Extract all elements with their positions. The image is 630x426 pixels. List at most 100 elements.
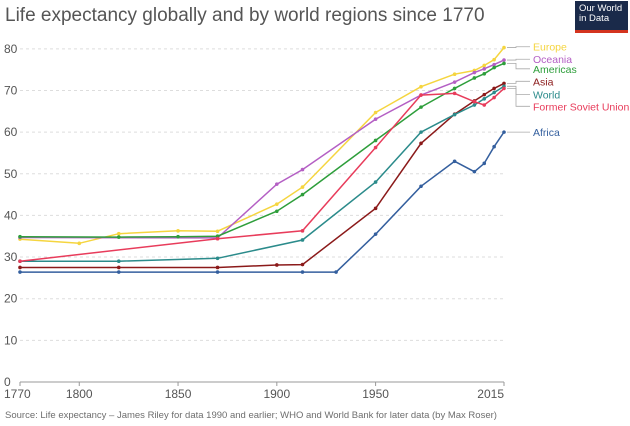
- data-point-former-soviet-union: [419, 93, 423, 97]
- data-point-world: [215, 256, 220, 261]
- data-point-asia: [116, 265, 121, 270]
- data-point-oceania: [502, 58, 506, 62]
- series-line-africa: [20, 131, 505, 273]
- data-point-former-soviet-union: [452, 91, 457, 96]
- data-point-africa: [472, 169, 477, 174]
- data-point-africa: [116, 270, 121, 274]
- legend-label-africa: Africa: [533, 127, 560, 139]
- data-point-world: [300, 238, 305, 242]
- data-point-americas: [215, 234, 220, 239]
- data-point-americas: [452, 86, 457, 91]
- data-point-europe: [419, 84, 423, 89]
- data-point-world: [492, 90, 496, 95]
- data-point-asia: [419, 141, 423, 146]
- data-point-former-soviet-union: [502, 86, 506, 91]
- y-tick-label: 70: [4, 83, 18, 97]
- x-tick-label: 1800: [66, 387, 93, 401]
- legend-label-asia: Asia: [533, 76, 554, 88]
- data-point-africa: [300, 270, 305, 274]
- data-point-asia: [18, 265, 22, 270]
- y-tick-label: 10: [4, 333, 18, 347]
- data-point-africa: [373, 232, 378, 236]
- data-point-oceania: [492, 62, 496, 67]
- x-tick-label: 1950: [362, 387, 389, 401]
- y-tick-label: 40: [4, 208, 18, 222]
- axes: 0 10 20 30 40 50 60 70 80 1770 1800 1850 1900 1950 201…: [4, 42, 505, 401]
- legend-label-americas: Americas: [533, 64, 577, 76]
- data-point-former-soviet-union: [18, 259, 22, 264]
- data-point-former-soviet-union: [373, 145, 378, 150]
- x-tick-label: 1850: [165, 387, 192, 401]
- data-point-asia: [373, 206, 378, 211]
- data-point-oceania: [482, 67, 487, 71]
- data-point-africa: [18, 270, 22, 274]
- data-point-europe: [176, 229, 180, 233]
- logo-line-2: in Data: [579, 13, 610, 24]
- data-point-asia: [275, 263, 279, 267]
- data-point-europe: [452, 72, 457, 77]
- data-point-europe: [77, 241, 82, 246]
- data-point-former-soviet-union: [472, 99, 477, 104]
- data-point-oceania: [275, 182, 279, 186]
- y-tick-label: 50: [4, 167, 18, 181]
- data-point-oceania: [373, 117, 378, 122]
- data-point-americas: [472, 76, 477, 80]
- data-point-europe: [300, 185, 305, 189]
- data-point-americas: [300, 192, 305, 197]
- legend-connector-world: [507, 85, 530, 96]
- data-point-former-soviet-union: [492, 95, 496, 100]
- data-point-americas: [18, 234, 22, 239]
- data-point-europe: [275, 202, 279, 206]
- legend-connector-asia: [507, 80, 530, 84]
- data-point-world: [116, 259, 121, 264]
- logo-line-1: Our World: [579, 3, 623, 14]
- data-point-europe: [482, 63, 487, 68]
- x-tick-label: 2015: [477, 387, 504, 401]
- data-point-world: [373, 180, 378, 184]
- x-tick-label: 1770: [4, 387, 31, 401]
- data-point-asia: [482, 92, 487, 97]
- legend-label-former-soviet-union: Former Soviet Union: [533, 101, 629, 113]
- chart-title: Life expectancy globally and by world re…: [5, 5, 485, 26]
- legend-label-oceania: Oceania: [533, 54, 572, 66]
- owid-logo[interactable]: Our World in Data: [575, 1, 628, 33]
- data-point-asia: [215, 265, 220, 270]
- data-point-americas: [482, 72, 487, 76]
- data-point-world: [419, 130, 423, 134]
- series-line-europe: [19, 47, 505, 245]
- series-line-asia: [20, 82, 505, 269]
- data-point-americas: [419, 105, 423, 109]
- legend-connector-former-soviet-union: [507, 87, 530, 107]
- legend-connector-americas: [507, 63, 530, 70]
- data-point-africa: [215, 270, 220, 274]
- data-point-europe: [502, 45, 506, 50]
- data-point-asia: [492, 86, 496, 91]
- series-line-former-soviet-union: [19, 87, 505, 262]
- data-point-africa: [419, 184, 423, 189]
- data-point-world: [482, 97, 487, 101]
- data-point-americas: [176, 234, 180, 239]
- data-point-africa: [334, 270, 338, 274]
- data-point-former-soviet-union: [215, 236, 220, 241]
- data-point-americas: [275, 209, 279, 214]
- data-point-americas: [116, 235, 121, 239]
- legend-connector-europe: [507, 46, 530, 48]
- y-tick-label: 30: [4, 250, 18, 264]
- data-point-africa: [482, 161, 487, 166]
- data-point-europe: [373, 110, 378, 115]
- data-point-former-soviet-union: [482, 103, 487, 107]
- data-point-europe: [215, 229, 220, 234]
- data-point-americas: [373, 138, 378, 143]
- series: [18, 45, 506, 274]
- y-tick-label: 60: [4, 125, 18, 139]
- data-point-europe: [492, 57, 496, 62]
- data-point-oceania: [472, 70, 477, 75]
- data-point-oceania: [452, 80, 457, 84]
- data-point-asia: [300, 262, 305, 267]
- y-tick-label: 80: [4, 42, 18, 56]
- y-tick-label: 20: [4, 292, 18, 306]
- x-tick-label: 1900: [263, 387, 290, 401]
- gridlines: [20, 48, 504, 341]
